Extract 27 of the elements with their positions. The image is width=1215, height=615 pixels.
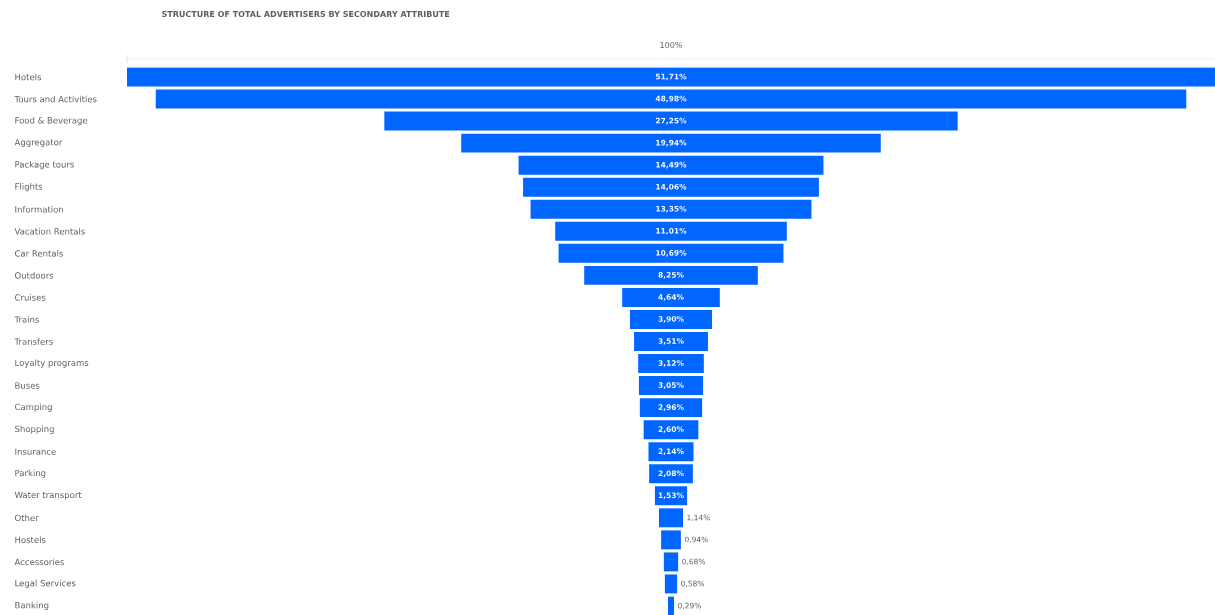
category-label: Package tours [15,161,74,170]
category-label: Buses [15,382,40,389]
category-label: Camping [15,403,52,412]
category-label: Aggregator [14,139,63,148]
category-label: Hostels [15,536,46,544]
category-label: Loyalty programs [15,359,89,368]
category-label: Food & Beverage [15,116,88,126]
category-label: Vacation Rentals [14,228,85,235]
category-label: Legal Services [15,579,76,589]
category-label: Shopping [15,425,54,434]
category-label: Tours and Activities [14,95,97,103]
category-label: Trains [14,316,39,323]
category-label: Outdoors [15,272,54,279]
text: STRUCTURE OF TOTAL ADVERTISERS BY SECONDARY ATTRIBUTE [162,10,450,18]
category-label: Banking [15,601,49,611]
category-label: Transfers [14,338,53,345]
category-label: Accessories [14,558,64,566]
category-label: Information [15,205,64,213]
text: 100% [660,41,682,49]
category-label: Insurance [15,448,56,455]
category-label: Water transport [14,491,82,500]
category-label: Car Rentals [15,250,63,257]
category-label: Flights [15,183,43,192]
category-label: Hotels [15,73,42,81]
category-label: Parking [15,469,46,478]
category-label: Cruises [15,294,46,301]
category-label: Other [15,514,39,522]
